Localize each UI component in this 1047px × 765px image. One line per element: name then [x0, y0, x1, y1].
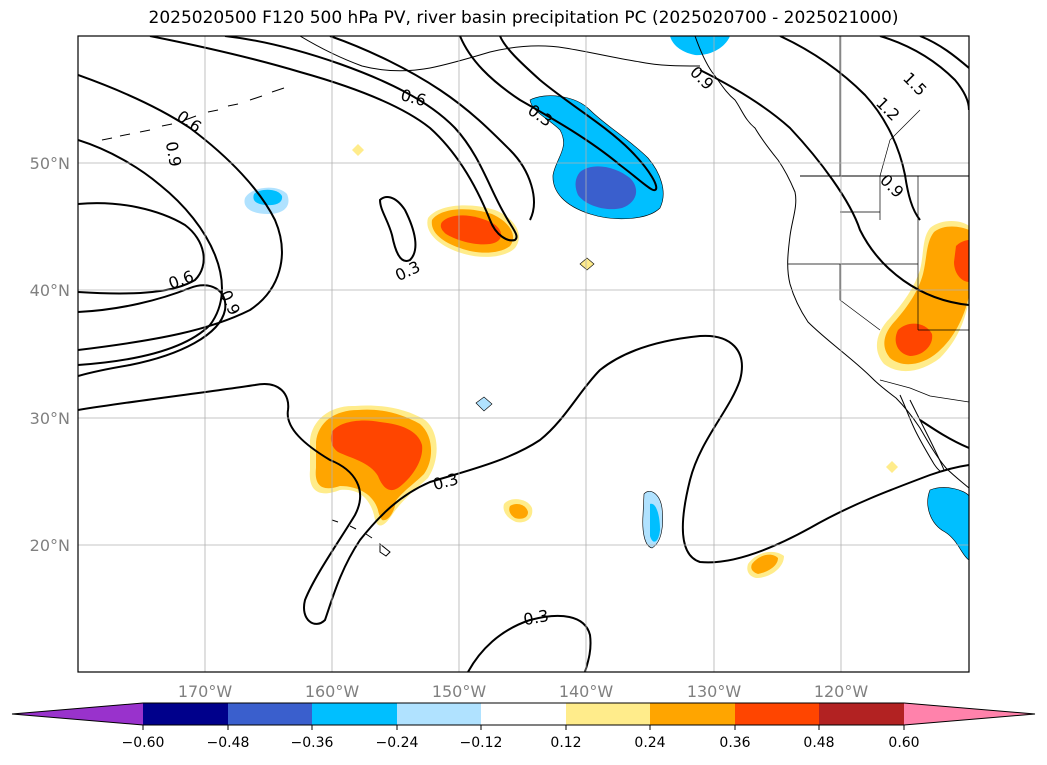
colorbar-swatch: [397, 703, 481, 725]
colorbar-tick-label: 0.48: [803, 735, 834, 751]
pv-contour-09-east: [699, 69, 969, 306]
colorbar-extend-min: [12, 703, 143, 725]
lat-tick-label: 20°N: [30, 536, 70, 555]
mexico-border: [879, 379, 969, 403]
colorbar-tick-label: −0.12: [460, 735, 503, 751]
lat-tick-labels: 50°N 40°N 30°N 20°N: [30, 154, 70, 555]
lon-tick-label: 150°W: [432, 682, 487, 701]
colorbar-tick-label: −0.36: [291, 735, 334, 751]
graticule: [78, 36, 969, 672]
colorbar-swatch: [566, 703, 650, 725]
colorbar-swatch: [650, 703, 735, 725]
contour-label: 0.9: [162, 140, 185, 168]
colorbar: −0.60 −0.48 −0.36 −0.24 −0.12 0.12 0.24 …: [11, 702, 1036, 751]
colorbar-swatch: [735, 703, 819, 725]
lat-tick-label: 30°N: [30, 409, 70, 428]
pv-contour-09-upper: [78, 139, 223, 366]
colorbar-tick-label: −0.48: [207, 735, 250, 751]
map-panel: [78, 36, 969, 672]
lon-tick-label: 140°W: [559, 682, 614, 701]
lon-tick-label: 160°W: [305, 682, 360, 701]
neg-anomaly-core: [575, 166, 637, 210]
pv-contour-03-north: [149, 36, 518, 242]
colorbar-tick-label: 0.12: [550, 735, 581, 751]
pv-contour-baja: [919, 419, 969, 449]
pv-contour-12-inner: [919, 36, 969, 69]
map-frame: [77, 35, 970, 673]
colorbar-tick-label: 0.36: [719, 735, 750, 751]
pv-contour-03-lobe: [378, 196, 417, 262]
colorbar-swatch: [819, 703, 904, 725]
pv-contour-09-west: [78, 284, 227, 377]
colorbar-tick-label: −0.60: [122, 735, 165, 751]
colorbar-ticks: [142, 725, 905, 730]
lon-tick-label: 130°W: [687, 682, 742, 701]
colorbar-swatch: [228, 703, 312, 725]
colorbar-extend-max: [904, 703, 1035, 725]
neg-anomaly-baja: [927, 487, 969, 561]
neg-anomaly-top: [670, 36, 730, 56]
lat-tick-label: 40°N: [30, 281, 70, 300]
hawaii-islands: [331, 519, 391, 557]
colorbar-swatch: [312, 703, 397, 725]
colorbar-swatches: [12, 703, 1035, 725]
lon-tick-label: 120°W: [814, 682, 869, 701]
colorbar-swatch: [143, 703, 228, 725]
pv-contour-06-north: [329, 36, 535, 221]
pos-anomaly-dot-3: [886, 461, 898, 473]
pv-contour-06-west: [78, 202, 205, 295]
lat-tick-label: 50°N: [30, 154, 70, 173]
pv-contour-15: [879, 36, 969, 111]
pv-contour-03-south: [467, 614, 592, 672]
alaska-coast: [299, 36, 701, 72]
pv-contour-trough: [459, 36, 658, 192]
aleutian-chain: [101, 87, 285, 141]
pv-contour-12: [779, 36, 921, 221]
colorbar-swatch: [481, 703, 566, 725]
figure-title: 2025020500 F120 500 hPa PV, river basin …: [148, 8, 899, 28]
lon-tick-label: 170°W: [178, 682, 233, 701]
colorbar-tick-label: −0.24: [376, 735, 419, 751]
pos-anomaly-dot-2: [579, 257, 595, 271]
pv-contour-06-upper: [78, 74, 283, 351]
canada-provincial-line: [839, 36, 921, 177]
state-lines: [788, 176, 969, 331]
pos-anomaly-dot-1: [352, 144, 364, 156]
lon-tick-labels: 170°W 160°W 150°W 140°W 130°W 120°W: [178, 682, 869, 701]
colorbar-tick-label: 0.24: [634, 735, 665, 751]
neg-anomaly-small: [475, 396, 493, 412]
contour-label: 0.3: [522, 606, 550, 629]
colorbar-tick-label: 0.60: [888, 735, 919, 751]
